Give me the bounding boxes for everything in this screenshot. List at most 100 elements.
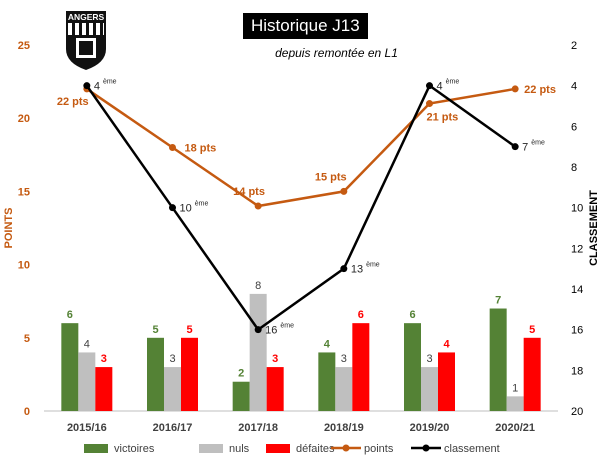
bar-défaites [438,352,455,411]
points-marker [169,143,176,151]
points-label: 15 pts [315,171,347,183]
x-tick-label: 2020/21 [495,422,535,434]
bar-value-label: 6 [358,309,364,321]
classement-label: 13 ème [351,262,380,276]
y-tick-label: 15 [18,186,30,198]
legend-swatch-nuls [199,444,223,453]
x-tick-label: 2016/17 [153,422,193,434]
classement-label: 10 ème [180,201,209,215]
bar-victoires [318,352,336,411]
y2-tick-label: 4 [571,81,577,93]
points-label: 21 pts [427,112,459,124]
chart-subtitle: depuis remontée en L1 [275,46,398,60]
classement-marker [511,143,519,151]
bar-nuls [164,367,181,411]
bar-victoires [404,323,421,411]
y2-tick-label: 20 [571,406,583,418]
bar-nuls [78,352,96,411]
classement-suffix: ème [195,201,209,208]
classement-suffix: ème [103,79,117,86]
y2-tick-label: 16 [571,325,583,337]
bar-défaites [352,323,370,411]
classement-line [85,83,516,332]
y2-tick-label: 12 [571,243,583,255]
legend-label: classement [444,443,500,455]
points-label: 18 pts [185,142,217,154]
classement-label: 4 ème [437,79,460,93]
x-tick-label: 2019/20 [410,422,450,434]
points-label: 22 pts [57,96,89,108]
classement-marker [169,204,176,212]
bar-value-label: 8 [255,280,261,292]
bar-value-label: 2 [238,368,244,380]
classement-label: 4 ème [94,79,117,93]
legend-marker-classement [422,444,430,452]
points-marker [511,85,519,93]
bar-nuls [421,367,438,411]
y-tick-label: 20 [18,113,30,125]
classement-suffix: ème [280,323,294,330]
classement-suffix: ème [531,140,545,147]
y2-tick-label: 18 [571,365,583,377]
points-line [86,87,516,208]
x-tick-label: 2017/18 [238,422,278,434]
classement-suffix: ème [446,79,460,86]
y2-tick-label: 2 [571,40,577,52]
y-tick-label: 5 [24,333,30,345]
bar-value-label: 3 [426,353,432,365]
classement-marker [340,265,348,273]
bar-victoires [61,323,79,411]
bar-défaites [266,367,284,411]
bar-value-label: 1 [512,382,518,394]
bar-victoires [489,308,507,411]
legend-swatch-victoires [84,444,108,453]
points-label: 14 pts [233,186,265,198]
bar-nuls [506,396,524,411]
points-marker [340,187,348,195]
bar-value-label: 3 [101,353,107,365]
y2-axis-label: CLASSEMENT [588,190,600,266]
legend-marker-points [342,444,350,452]
classement-suffix: ème [366,262,380,269]
x-tick-label: 2018/19 [324,422,364,434]
y-tick-label: 0 [24,406,30,418]
bar-nuls [249,293,267,411]
bar-value-label: 3 [169,353,175,365]
legend-label: défaites [296,443,335,455]
classement-marker [426,82,433,90]
points-label: 22 pts [524,84,556,96]
bar-défaites [95,367,113,411]
classement-marker [83,82,91,90]
bar-value-label: 5 [152,324,158,336]
y-tick-label: 10 [18,260,30,272]
y2-tick-label: 10 [571,203,583,215]
y-axis-label: POINTS [3,208,15,249]
y-tick-label: 25 [18,40,30,52]
legend-label: nuls [229,443,250,455]
bar-value-label: 3 [272,353,278,365]
classement-label: 16 ème [265,323,294,337]
points-marker [254,202,262,210]
classement-label: 7 ème [522,140,545,154]
bar-value-label: 6 [67,309,73,321]
bar-value-label: 7 [495,295,501,307]
points-marker [426,100,433,108]
logo-text: ANGERS [68,12,105,22]
bar-value-label: 5 [186,324,192,336]
y2-tick-label: 8 [571,162,577,174]
bar-victoires [232,381,250,411]
bar-value-label: 5 [529,324,535,336]
bar-value-label: 6 [409,309,415,321]
classement-marker [254,326,262,334]
bar-victoires [147,337,164,411]
y2-tick-label: 14 [571,284,583,296]
bar-défaites [523,337,541,411]
legend-label: points [364,443,394,455]
bar-value-label: 4 [324,338,331,350]
bar-nuls [335,367,353,411]
angers-logo: ANGERS [66,11,106,70]
chart-title: Historique J13 [243,13,368,39]
bar-value-label: 4 [84,338,90,350]
x-tick-label: 2015/16 [67,422,107,434]
